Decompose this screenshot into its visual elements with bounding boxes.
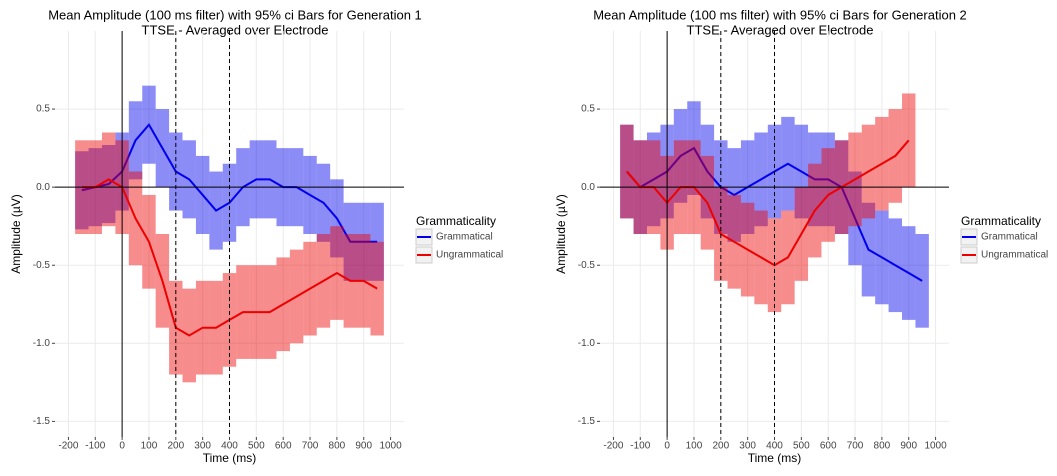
x-tick-label: -200 (58, 441, 78, 452)
x-tick-label: 500 (793, 441, 810, 452)
legend-label: Grammatical (436, 232, 493, 243)
x-tick-label: 800 (329, 441, 346, 452)
y-tick-label: 0.0 (36, 182, 50, 193)
x-tick-label: -200 (603, 441, 623, 452)
chart-title: Mean Amplitude (100 ms filter) with 95% … (48, 7, 422, 22)
legend-label: Ungrammatical (981, 250, 1048, 261)
y-axis-title: Amplitude (µV) (9, 194, 23, 274)
x-tick-label: 200 (167, 441, 184, 452)
y-tick-label: -1.5 (578, 416, 596, 427)
legend-label: Grammatical (981, 232, 1038, 243)
mean-line (626, 139, 910, 267)
x-tick-label: -100 (630, 441, 650, 452)
x-tick-label: 300 (739, 441, 756, 452)
x-tick-label: 1000 (924, 441, 947, 452)
x-tick-label: 800 (874, 441, 891, 452)
x-tick-label: 0 (119, 441, 125, 452)
x-axis-title: Time (ms) (203, 451, 257, 465)
chart-subtitle: TTSE - Averaged over Electrode (687, 22, 874, 37)
x-tick-label: 900 (355, 441, 372, 452)
x-tick-label: 200 (712, 441, 729, 452)
x-tick-label: 300 (194, 441, 211, 452)
y-tick-label: 0.0 (581, 182, 595, 193)
legend-title: Grammaticality (416, 214, 496, 228)
x-tick-label: 100 (686, 441, 703, 452)
error-bar (370, 241, 384, 336)
x-tick-label: 900 (900, 441, 917, 452)
y-tick-label: -1.5 (33, 416, 51, 427)
x-tick-label: 100 (141, 441, 158, 452)
y-tick-label: -0.5 (578, 260, 596, 271)
x-tick-label: 0 (664, 441, 670, 452)
x-tick-label: 400 (766, 441, 783, 452)
x-tick-label: 400 (221, 441, 238, 452)
x-tick-label: 600 (275, 441, 292, 452)
legend-label: Ungrammatical (436, 250, 503, 261)
legend-title: Grammaticality (961, 214, 1041, 228)
x-tick-label: 700 (302, 441, 319, 452)
y-tick-label: 0.5 (36, 104, 50, 115)
y-tick-label: -1.0 (578, 338, 596, 349)
x-tick-label: 600 (820, 441, 837, 452)
y-axis-title: Amplitude (µV) (554, 194, 568, 274)
x-tick-label: 500 (248, 441, 265, 452)
error-bar (370, 202, 384, 281)
x-tick-label: 700 (847, 441, 864, 452)
x-axis-title: Time (ms) (748, 451, 802, 465)
x-tick-label: 1000 (379, 441, 402, 452)
y-tick-label: -1.0 (33, 338, 51, 349)
chart-panel: Mean Amplitude (100 ms filter) with 95% … (554, 7, 1048, 465)
chart-panel: Mean Amplitude (100 ms filter) with 95% … (9, 7, 503, 465)
chart-title: Mean Amplitude (100 ms filter) with 95% … (593, 7, 967, 22)
y-tick-label: 0.5 (581, 104, 595, 115)
x-tick-label: -100 (85, 441, 105, 452)
chart-subtitle: TTSE - Averaged over Electrode (142, 22, 329, 37)
y-tick-label: -0.5 (33, 260, 51, 271)
